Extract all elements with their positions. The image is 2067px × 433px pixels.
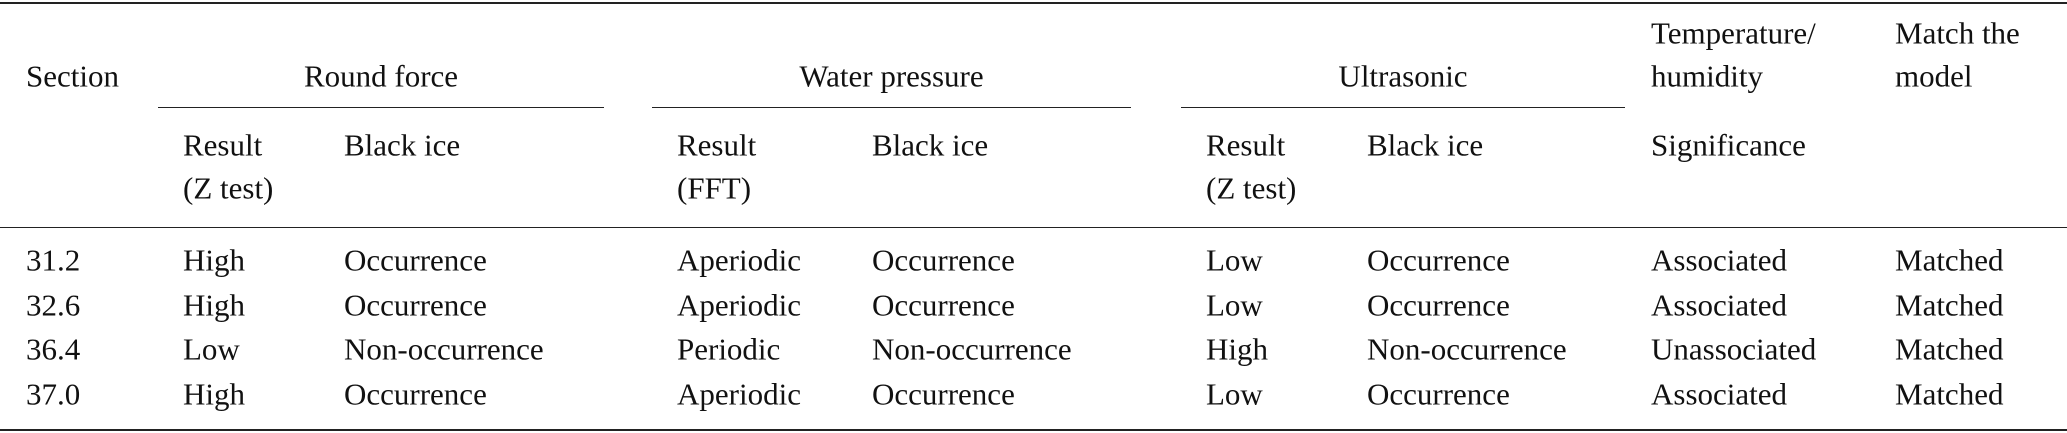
group-header: Round force bbox=[303, 58, 459, 94]
cell: Associated bbox=[1651, 287, 1788, 322]
group-rule bbox=[652, 107, 1131, 108]
cell: Non-occurrence bbox=[872, 331, 1072, 367]
cell: Associated bbox=[1651, 376, 1788, 411]
header-rule bbox=[0, 227, 2067, 228]
column-header: (Z test) bbox=[183, 170, 274, 206]
cell: Low bbox=[183, 331, 240, 367]
cell: Low bbox=[1206, 242, 1263, 278]
cell: Occurrence bbox=[872, 376, 1015, 411]
column-header: (Z test) bbox=[1206, 170, 1297, 206]
cell: Periodic bbox=[677, 331, 781, 367]
cell: Matched bbox=[1895, 287, 2004, 322]
bottom-rule bbox=[0, 429, 2067, 431]
cell: Matched bbox=[1895, 376, 2004, 411]
cell: Occurrence bbox=[872, 287, 1015, 322]
group-rule bbox=[1181, 107, 1625, 108]
column-header: Significance bbox=[1651, 127, 1806, 163]
cell: Aperiodic bbox=[677, 287, 801, 322]
cell: High bbox=[183, 376, 245, 411]
column-header: Temperature/ bbox=[1651, 15, 1816, 51]
column-header: Result bbox=[677, 127, 757, 163]
cell: 37.0 bbox=[26, 376, 81, 411]
cell: 32.6 bbox=[26, 287, 81, 322]
column-header: Black ice bbox=[1367, 127, 1484, 163]
cell: Occurrence bbox=[872, 242, 1015, 278]
section-header: Section bbox=[26, 58, 119, 94]
top-rule bbox=[0, 2, 2067, 4]
cell: Occurrence bbox=[1367, 287, 1510, 322]
cell: High bbox=[183, 242, 245, 278]
cell: Occurrence bbox=[344, 376, 487, 411]
column-header: Result bbox=[183, 127, 263, 163]
cell: Occurrence bbox=[1367, 376, 1510, 411]
column-header: model bbox=[1895, 58, 1973, 94]
cell: Occurrence bbox=[344, 287, 487, 322]
cell: Occurrence bbox=[344, 242, 487, 278]
group-header: Ultrasonic bbox=[1338, 58, 1468, 94]
group-rule bbox=[158, 107, 604, 108]
column-header: humidity bbox=[1651, 58, 1763, 94]
group-header: Water pressure bbox=[799, 58, 984, 94]
cell: Associated bbox=[1651, 242, 1788, 278]
column-header: Result bbox=[1206, 127, 1286, 163]
cell: Unassociated bbox=[1651, 331, 1817, 367]
cell: Occurrence bbox=[1367, 242, 1510, 278]
cell: Matched bbox=[1895, 242, 2004, 278]
cell: Low bbox=[1206, 287, 1263, 322]
cell: High bbox=[1206, 331, 1268, 367]
cell: Aperiodic bbox=[677, 242, 801, 278]
cell: 31.2 bbox=[26, 242, 81, 278]
cell: Non-occurrence bbox=[1367, 331, 1567, 367]
cell: Aperiodic bbox=[677, 376, 801, 411]
cell: High bbox=[183, 287, 245, 322]
column-header: Black ice bbox=[872, 127, 989, 163]
cell: 36.4 bbox=[26, 331, 81, 367]
cell: Low bbox=[1206, 376, 1263, 411]
cell: Non-occurrence bbox=[344, 331, 544, 367]
column-header: Black ice bbox=[344, 127, 461, 163]
column-header: Match the bbox=[1895, 15, 2020, 51]
cell: Matched bbox=[1895, 331, 2004, 367]
column-header: (FFT) bbox=[677, 170, 752, 206]
